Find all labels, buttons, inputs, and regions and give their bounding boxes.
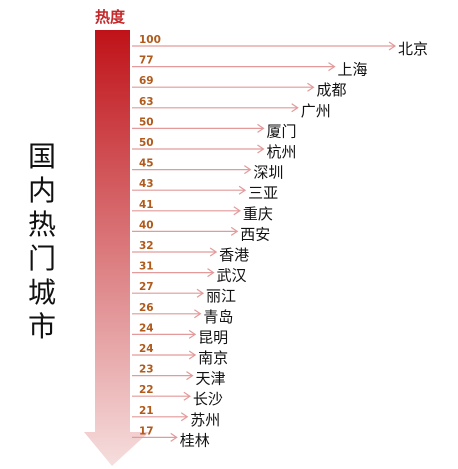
bar-arrowhead-7 — [238, 185, 247, 195]
city-label-6: 深圳 — [253, 164, 283, 182]
value-axis-label: 热度 — [95, 8, 126, 26]
city-label-19: 桂林 — [180, 431, 210, 449]
value-label-13: 26 — [139, 302, 154, 314]
bar-arrowhead-0 — [388, 41, 397, 51]
value-label-17: 22 — [139, 384, 154, 396]
bar-arrowhead-8 — [233, 206, 241, 216]
city-label-15: 南京 — [198, 349, 228, 367]
value-label-11: 31 — [139, 261, 154, 273]
bar-arrowhead-6 — [244, 165, 252, 175]
bar-arrowhead-12 — [196, 288, 205, 298]
value-label-12: 27 — [139, 281, 154, 293]
city-label-10: 香港 — [219, 246, 249, 264]
bar-arrowhead-19 — [170, 432, 178, 442]
city-label-16: 天津 — [195, 370, 225, 388]
bar-arrowhead-1 — [328, 62, 336, 72]
city-label-5: 杭州 — [267, 143, 297, 161]
value-label-10: 32 — [139, 240, 154, 252]
bar-arrowhead-5 — [257, 144, 265, 154]
value-label-1: 77 — [139, 55, 154, 67]
value-label-15: 24 — [139, 343, 154, 355]
heat-gradient-arrow — [84, 30, 149, 466]
bar-arrowhead-9 — [230, 226, 239, 236]
bar-arrowhead-16 — [186, 371, 194, 381]
city-label-0: 北京 — [398, 40, 428, 58]
bar-arrowhead-17 — [183, 391, 191, 401]
side-title: 国内热门城市 — [27, 140, 56, 343]
value-label-18: 21 — [139, 405, 154, 417]
value-label-2: 69 — [139, 75, 154, 87]
bar-arrowhead-15 — [188, 350, 197, 360]
city-label-17: 长沙 — [193, 390, 223, 408]
bar-arrowhead-11 — [207, 268, 215, 278]
city-label-4: 厦门 — [267, 122, 297, 140]
city-label-2: 成都 — [316, 81, 346, 99]
bar-arrowhead-18 — [180, 412, 189, 422]
value-label-6: 45 — [139, 158, 154, 170]
value-label-7: 43 — [139, 178, 154, 190]
city-label-8: 重庆 — [243, 205, 273, 223]
value-label-5: 50 — [139, 137, 154, 149]
bar-arrowhead-4 — [257, 123, 265, 133]
value-label-8: 41 — [139, 199, 154, 211]
value-label-14: 24 — [139, 322, 154, 334]
bar-arrowhead-13 — [194, 309, 202, 319]
city-label-14: 昆明 — [198, 328, 228, 346]
city-label-18: 苏州 — [190, 411, 220, 429]
bar-arrowhead-3 — [291, 103, 299, 113]
value-label-19: 17 — [139, 425, 154, 437]
value-label-9: 40 — [139, 219, 154, 231]
bar-arrowhead-10 — [209, 247, 218, 257]
city-label-9: 西安 — [240, 225, 270, 243]
value-label-16: 23 — [139, 364, 154, 376]
city-label-3: 广州 — [301, 102, 331, 120]
bar-arrowhead-14 — [188, 329, 197, 339]
value-label-0: 100 — [139, 34, 161, 46]
city-label-1: 上海 — [338, 61, 368, 79]
value-label-3: 63 — [139, 96, 154, 108]
city-label-11: 武汉 — [217, 267, 247, 285]
value-label-4: 50 — [139, 116, 154, 128]
city-label-13: 青岛 — [203, 308, 233, 326]
bar-arrowhead-2 — [307, 82, 315, 92]
city-label-12: 丽江 — [206, 287, 236, 305]
city-label-7: 三亚 — [248, 184, 278, 202]
